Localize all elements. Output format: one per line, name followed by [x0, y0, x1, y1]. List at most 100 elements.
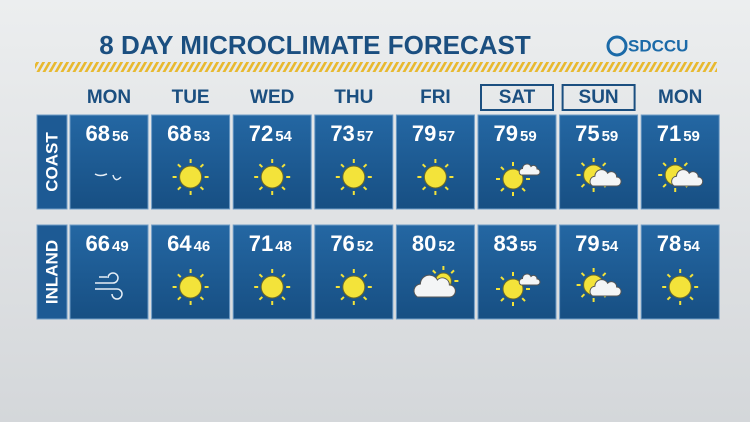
high-temp: 79: [412, 121, 436, 146]
high-temp: 75: [575, 121, 599, 146]
weather-icon: [254, 159, 291, 195]
high-temp: 80: [412, 231, 436, 256]
high-temp: 68: [86, 121, 110, 146]
forecast-cell: [477, 224, 557, 320]
sun-ray: [421, 186, 427, 191]
sun-ray: [580, 162, 586, 167]
weather-icon: [662, 269, 699, 305]
sun-ray: [683, 162, 688, 167]
sun-ray: [340, 273, 345, 278]
wind: [94, 173, 122, 181]
day-box: [561, 84, 636, 111]
cloud: [589, 279, 622, 297]
forecast-cell: [559, 114, 639, 210]
low-temp: 54: [275, 128, 292, 145]
cloud: [589, 169, 622, 187]
high-temp: 71: [657, 121, 681, 146]
sun: [502, 278, 524, 300]
sun-ray: [362, 296, 368, 301]
forecast-cell: [69, 224, 149, 320]
weather-icon: [658, 158, 704, 192]
sun-ray: [689, 273, 694, 278]
low-temp: 49: [112, 238, 129, 255]
low-temp: 57: [357, 128, 374, 145]
high-temp: 78: [657, 231, 681, 256]
cloud: [671, 169, 704, 187]
sun-ray: [444, 163, 449, 168]
sun-ray: [362, 186, 368, 191]
sun-ray: [580, 272, 586, 277]
sun-ray: [258, 186, 264, 191]
sun: [668, 275, 692, 299]
low-temp: 56: [112, 128, 129, 145]
weather-icon: [172, 269, 209, 305]
sun-ray: [199, 186, 205, 191]
high-temp: 64: [167, 231, 192, 256]
sun-ray: [432, 269, 437, 274]
sun-ray: [662, 183, 667, 188]
low-temp: 52: [438, 238, 455, 255]
high-temp: 72: [249, 121, 273, 146]
weather-icon: [417, 159, 454, 195]
day-label: WED: [250, 87, 294, 108]
high-temp: 68: [167, 121, 191, 146]
sun-ray: [500, 166, 505, 171]
sun-ray: [450, 269, 455, 274]
sun-ray: [340, 296, 345, 301]
high-temp: 71: [249, 231, 273, 256]
sun-ray: [281, 296, 286, 301]
high-temp: 79: [575, 231, 599, 256]
cloud: [413, 274, 456, 298]
title: 8 DAY MICROCLIMATE FORECAST: [99, 30, 531, 60]
sun-ray: [177, 273, 182, 278]
sun-ray: [580, 183, 586, 188]
day-label: MON: [87, 87, 131, 108]
weather-icon: [576, 268, 622, 302]
row-label-box: [36, 114, 68, 210]
sun: [342, 275, 366, 299]
row-label-box: [36, 224, 68, 320]
high-temp: 66: [86, 231, 110, 256]
weather-icon: [335, 269, 372, 305]
sun-ray: [281, 163, 286, 168]
low-temp: 57: [438, 128, 455, 145]
sun-ray: [602, 272, 607, 277]
weather-icon: [95, 272, 123, 300]
weather-icon: [496, 272, 541, 306]
sun: [423, 165, 447, 189]
wind: [95, 272, 123, 300]
sun-ray: [421, 163, 427, 168]
sun-ray: [258, 296, 264, 301]
weather-icon: [413, 266, 459, 298]
forecast-cell: [559, 224, 639, 320]
weather-icon: [335, 159, 372, 195]
low-temp: 54: [602, 238, 619, 255]
sun-ray: [340, 163, 345, 168]
low-temp: 52: [357, 238, 374, 255]
stripe: [35, 62, 717, 72]
sun-ray: [177, 186, 182, 191]
row-label: INLAND: [42, 240, 61, 304]
day-label: THU: [334, 87, 373, 108]
weather-icon: [254, 269, 291, 305]
forecast-cell: [640, 114, 720, 210]
sun: [179, 275, 203, 299]
sun: [260, 275, 284, 299]
sun-ray: [444, 186, 449, 191]
weather-icon: [94, 173, 122, 181]
day-label: SUN: [579, 87, 619, 108]
sun-ray: [258, 163, 264, 168]
low-temp: 59: [602, 128, 619, 145]
day-label: SAT: [499, 87, 536, 108]
day-label: TUE: [172, 87, 210, 108]
forecast-cell: [69, 114, 149, 210]
high-temp: 73: [330, 121, 354, 146]
low-temp: 59: [683, 128, 700, 145]
sun-ray: [500, 187, 505, 192]
low-temp: 48: [275, 238, 292, 255]
cloud: [518, 273, 541, 286]
sun-ray: [580, 293, 586, 298]
row-label: COAST: [42, 132, 61, 192]
